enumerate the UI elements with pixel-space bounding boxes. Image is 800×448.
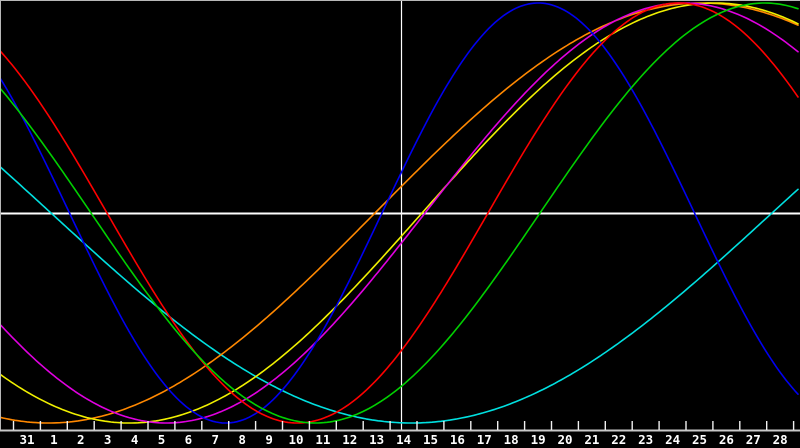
x-axis-label: 2 xyxy=(77,432,85,447)
x-axis-label: 28 xyxy=(773,432,788,447)
x-axis-label: 15 xyxy=(423,432,438,447)
x-axis-label: 22 xyxy=(611,432,626,447)
x-axis-label: 26 xyxy=(719,432,734,447)
x-axis-label: 6 xyxy=(185,432,193,447)
x-axis-label: 7 xyxy=(212,432,220,447)
x-axis-label: 3 xyxy=(104,432,112,447)
x-axis-label: 8 xyxy=(238,432,246,447)
x-axis-label: 17 xyxy=(477,432,492,447)
x-axis-label: 18 xyxy=(504,432,519,447)
x-axis-label: 1 xyxy=(50,432,58,447)
x-axis-label: 19 xyxy=(531,432,546,447)
x-axis-label: 31 xyxy=(19,432,34,447)
x-axis-label: 23 xyxy=(638,432,653,447)
x-axis-label: 9 xyxy=(265,432,273,447)
x-axis-label: 11 xyxy=(315,432,330,447)
x-axis-label: 14 xyxy=(396,432,411,447)
x-axis-label: 12 xyxy=(342,432,357,447)
x-axis-label: 13 xyxy=(369,432,384,447)
curve-cycle-48-day xyxy=(0,2,799,424)
curve-cycle-53-day xyxy=(0,165,799,424)
curve-cycle-23-day xyxy=(0,2,799,424)
x-axis-label: 24 xyxy=(665,432,680,447)
x-axis-label: 5 xyxy=(158,432,166,447)
x-axis-label: 21 xyxy=(584,432,599,447)
curve-cycle-33-day xyxy=(0,2,799,424)
curve-cycle-43-day xyxy=(0,2,799,424)
x-axis-label: 27 xyxy=(746,432,761,447)
x-axis-label: 20 xyxy=(557,432,572,447)
curve-cycle-28-day xyxy=(0,2,799,424)
x-axis-label: 4 xyxy=(131,432,139,447)
x-axis-label: 10 xyxy=(288,432,303,447)
x-axis-label: 25 xyxy=(692,432,707,447)
x-axis-label: 16 xyxy=(450,432,465,447)
